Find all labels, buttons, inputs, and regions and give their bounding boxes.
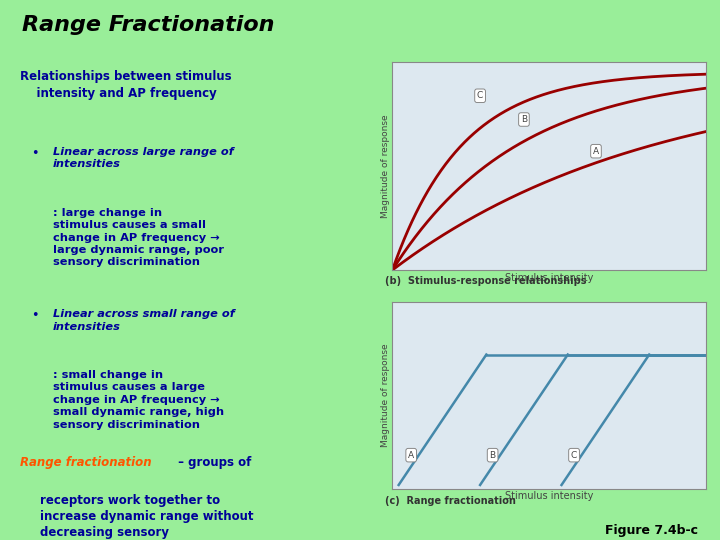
Text: : large change in
stimulus causes a small
change in AP frequency →
large dynamic: : large change in stimulus causes a smal… — [53, 208, 224, 267]
Text: Linear across large range of
intensities: Linear across large range of intensities — [53, 147, 234, 169]
Text: Figure 7.4b-c: Figure 7.4b-c — [606, 524, 698, 537]
Text: receptors work together to
increase dynamic range without
decreasing sensory
dis: receptors work together to increase dyna… — [40, 494, 253, 540]
Text: •: • — [31, 147, 38, 160]
Text: (b)  Stimulus-response relationships: (b) Stimulus-response relationships — [385, 276, 587, 287]
X-axis label: Stimulus intensity: Stimulus intensity — [505, 273, 593, 283]
Text: B: B — [521, 115, 527, 124]
Text: Range fractionation: Range fractionation — [19, 456, 151, 469]
Text: Relationships between stimulus
    intensity and AP frequency: Relationships between stimulus intensity… — [19, 70, 231, 100]
Text: Range Fractionation: Range Fractionation — [22, 15, 274, 35]
Text: A: A — [408, 451, 414, 460]
Text: Linear across small range of
intensities: Linear across small range of intensities — [53, 309, 235, 332]
Text: C: C — [477, 91, 483, 100]
Text: : small change in
stimulus causes a large
change in AP frequency →
small dynamic: : small change in stimulus causes a larg… — [53, 370, 224, 430]
Text: B: B — [490, 451, 495, 460]
Y-axis label: Magnitude of response: Magnitude of response — [381, 344, 390, 447]
X-axis label: Stimulus intensity: Stimulus intensity — [505, 491, 593, 502]
Text: – groups of: – groups of — [174, 456, 251, 469]
Y-axis label: Magnitude of response: Magnitude of response — [381, 114, 390, 218]
Text: C: C — [571, 451, 577, 460]
Text: A: A — [593, 147, 599, 156]
Text: (c)  Range fractionation: (c) Range fractionation — [385, 496, 516, 506]
Text: •: • — [31, 309, 38, 322]
